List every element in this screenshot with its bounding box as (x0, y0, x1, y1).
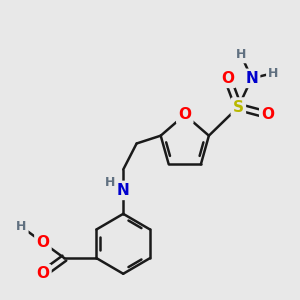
Text: H: H (16, 220, 27, 233)
Text: O: O (178, 107, 191, 122)
Text: N: N (245, 71, 258, 86)
Text: S: S (233, 100, 244, 115)
Text: N: N (117, 183, 130, 198)
Text: H: H (236, 48, 246, 62)
Text: O: O (221, 71, 234, 86)
Text: H: H (105, 176, 115, 189)
Text: O: O (261, 107, 274, 122)
Text: O: O (36, 266, 50, 281)
Text: O: O (36, 235, 50, 250)
Text: H: H (268, 67, 278, 80)
